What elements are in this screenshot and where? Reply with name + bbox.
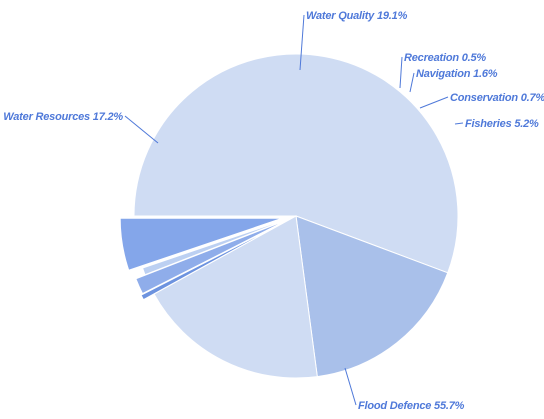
pie-slice-water-quality — [153, 215, 318, 379]
slice-label: Navigation 1.6% — [416, 68, 498, 80]
slice-label: Water Quality 19.1% — [306, 10, 408, 22]
slice-label: Water Resources 17.2% — [3, 111, 123, 123]
slice-label: Fisheries 5.2% — [465, 118, 539, 130]
leader-line — [409, 72, 415, 93]
leader-line — [399, 56, 403, 89]
pie-slice-navigation — [135, 219, 288, 295]
slice-label: Recreation 0.5% — [404, 52, 486, 64]
pie-slice-fisheries — [119, 217, 283, 271]
pie-slice-recreation — [140, 221, 286, 301]
pie-slice-water-resources — [295, 215, 449, 378]
pie-slices — [119, 53, 459, 379]
leader-line — [344, 367, 357, 406]
pie-slice-conservation — [141, 215, 297, 276]
leader-lines — [124, 14, 464, 406]
leader-line — [299, 14, 305, 71]
leader-line — [454, 122, 464, 125]
slice-labels: Flood Defence 55.7% Water Resources 17.2%… — [3, 10, 544, 412]
leader-line — [124, 115, 159, 144]
slice-label: Flood Defence 55.7% — [358, 400, 465, 412]
leader-line — [419, 96, 449, 109]
slice-label: Conservation 0.7% — [450, 92, 544, 104]
